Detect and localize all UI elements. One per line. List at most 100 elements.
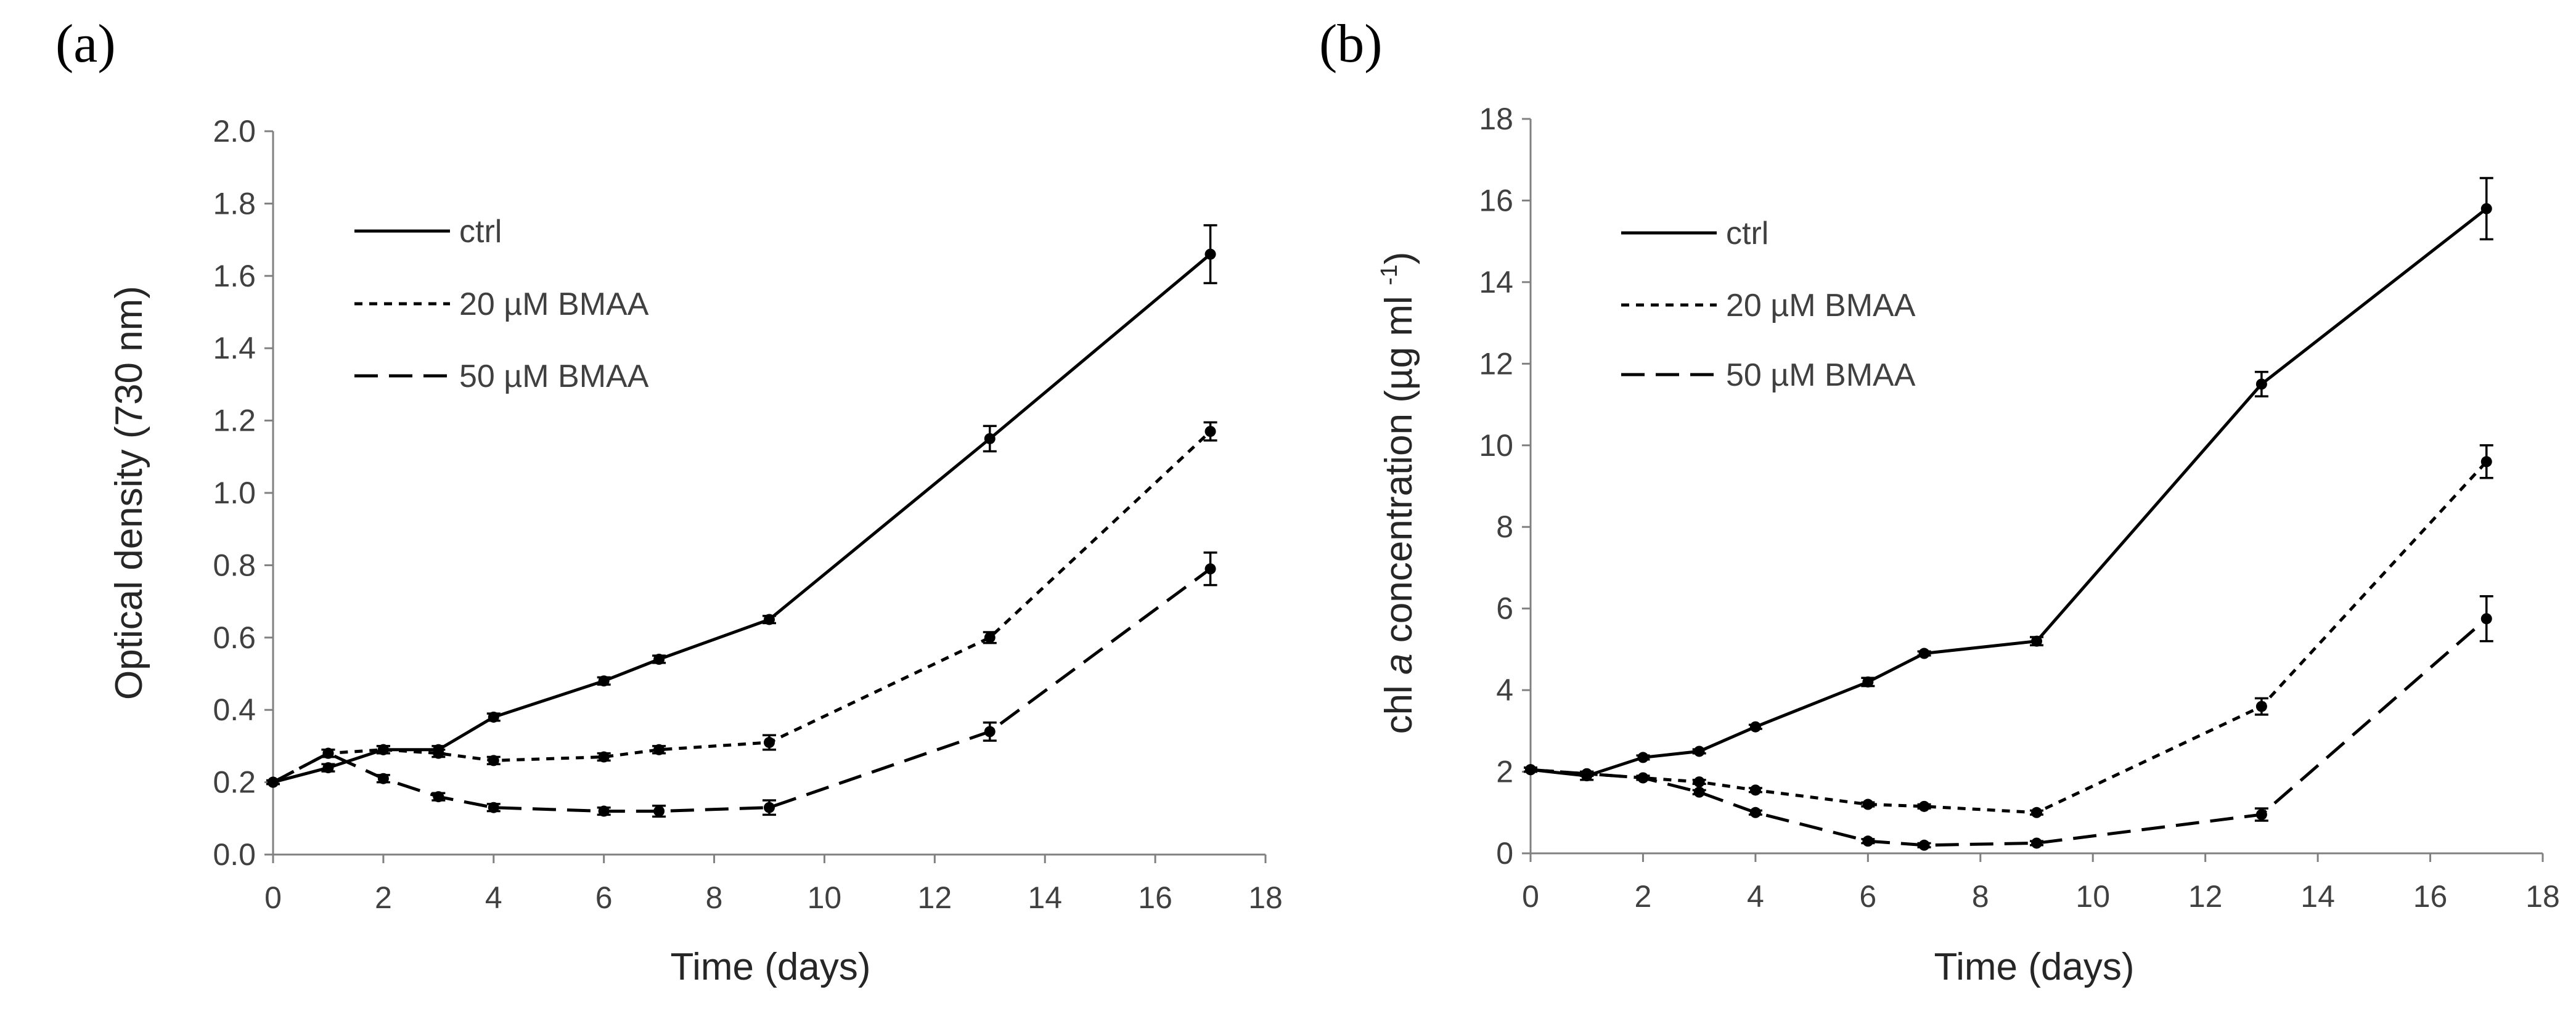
x-tick-label-b: 4 (1747, 879, 1764, 914)
y-tick-label-b: 18 (1479, 102, 1513, 136)
y-tick-label-a: 0.8 (213, 548, 256, 582)
series-line-b-2 (1530, 460, 2488, 815)
data-point-b (1918, 839, 1930, 851)
data-point-b (1749, 807, 1761, 818)
data-point-b (2031, 837, 2042, 849)
data-point-a (653, 654, 665, 665)
y-tick-label-a: 1.4 (213, 331, 256, 365)
x-tick-label-b: 16 (2413, 879, 2448, 914)
legend-b: ctrl 20 µM BMAA 50 µM BMAA (1621, 216, 1916, 393)
panel-label-b: (b) (1319, 14, 1383, 74)
data-point-a (984, 632, 996, 643)
data-point-a (377, 744, 389, 755)
y-tick-label-a: 1.8 (213, 186, 256, 221)
x-tick-label-a: 16 (1138, 880, 1172, 915)
x-tick-label-a: 10 (808, 880, 842, 915)
data-point-a (488, 755, 499, 766)
data-point-a (1204, 426, 1216, 437)
y-tick-label-a: 0.4 (213, 693, 256, 727)
y-axis-title-b-part-3: concentration (µg ml (1378, 285, 1420, 653)
data-point-a (598, 675, 610, 687)
y-tick-label-b: 16 (1479, 183, 1513, 217)
legend-a: ctrl 20 µM BMAA 50 µM BMAA (354, 214, 649, 394)
data-point-b (2031, 807, 2042, 818)
data-point-a (598, 805, 610, 817)
data-point-a (433, 791, 444, 803)
data-point-b (2255, 378, 2267, 390)
y-tick-label-b: 0 (1496, 836, 1513, 871)
x-tick-label-b: 18 (2525, 879, 2560, 914)
series-line-b-3 (1530, 617, 2488, 847)
data-point-b (2031, 635, 2042, 647)
x-tick-label-a: 14 (1028, 880, 1062, 915)
x-tick-label-a: 18 (1248, 880, 1283, 915)
data-point-a (1204, 248, 1216, 260)
data-point-a (653, 805, 665, 817)
y-tick-label-b: 6 (1496, 591, 1513, 626)
y-tick-label-b: 10 (1479, 428, 1513, 463)
legend-label-a-3: 50 µM BMAA (459, 359, 649, 394)
y-axis-title-b-part-1: chl (1378, 675, 1420, 734)
x-tick-label-b: 12 (2188, 879, 2223, 914)
y-tick-label-b: 14 (1479, 265, 1513, 299)
data-point-a (764, 614, 775, 625)
data-point-a (653, 744, 665, 755)
data-point-b (2480, 203, 2492, 214)
data-point-b (1637, 752, 1649, 763)
x-tick-label-a: 0 (264, 880, 282, 915)
data-point-a (488, 711, 499, 723)
data-point-b (1862, 676, 1874, 688)
data-point-a (322, 762, 334, 774)
data-point-a (1204, 563, 1216, 575)
y-tick-label-a: 1.0 (213, 476, 256, 510)
y-axis-title-a: Optical density (730 nm) (108, 286, 150, 700)
data-point-a (322, 747, 334, 759)
data-point-b (1693, 776, 1705, 788)
series-line-a-1 (272, 253, 1212, 784)
x-tick-label-a: 6 (595, 880, 613, 915)
data-point-a (433, 747, 444, 759)
series-line-a-3 (272, 567, 1212, 813)
data-point-b (1525, 764, 1536, 776)
y-tick-label-a: 1.2 (213, 404, 256, 438)
legend-label-a-2: 20 µM BMAA (459, 286, 649, 322)
legend-label-b-3: 50 µM BMAA (1726, 357, 1916, 393)
data-point-b (2480, 456, 2492, 468)
legend-label-b-1: ctrl (1726, 216, 1768, 251)
legend-label-b-2: 20 µM BMAA (1726, 288, 1916, 323)
data-point-b (1862, 835, 1874, 847)
data-point-a (764, 737, 775, 749)
x-tick-label-b: 0 (1522, 879, 1539, 914)
data-point-b (1581, 768, 1593, 779)
data-point-a (984, 433, 996, 444)
x-tick-label-a: 4 (485, 880, 502, 915)
data-point-b (1693, 746, 1705, 757)
data-point-b (1749, 784, 1761, 796)
y-axis-title-b: chl a concentration (µg ml -1) (1376, 252, 1420, 734)
x-tick-label-b: 8 (1972, 879, 1989, 914)
data-point-a (268, 776, 279, 788)
data-point-b (1693, 786, 1705, 798)
data-point-a (488, 802, 499, 813)
data-point-a (764, 802, 775, 813)
y-tick-label-a: 0.0 (213, 837, 256, 872)
y-axis-title-b-part-2: a (1378, 653, 1420, 674)
y-tick-label-a: 0.6 (213, 620, 256, 655)
data-point-a (984, 726, 996, 738)
x-tick-label-b: 10 (2075, 879, 2110, 914)
y-tick-label-b: 12 (1479, 346, 1513, 381)
data-point-b (1749, 721, 1761, 733)
x-tick-label-a: 2 (375, 880, 392, 915)
chart-panel-a: (a) Optical density (730 nm) Time (days)… (55, 14, 1283, 988)
panel-label-a: (a) (55, 14, 116, 74)
x-tick-label-b: 2 (1635, 879, 1652, 914)
data-point-a (377, 773, 389, 784)
y-axis-title-b-superscript: -1 (1376, 264, 1402, 285)
x-axis-title-a: Time (days) (671, 946, 871, 988)
data-point-b (1637, 772, 1649, 784)
data-point-b (2255, 701, 2267, 712)
y-axis-title-b-part-5: ) (1378, 252, 1420, 265)
x-tick-label-b: 6 (1859, 879, 1876, 914)
y-tick-label-a: 2.0 (213, 114, 256, 148)
